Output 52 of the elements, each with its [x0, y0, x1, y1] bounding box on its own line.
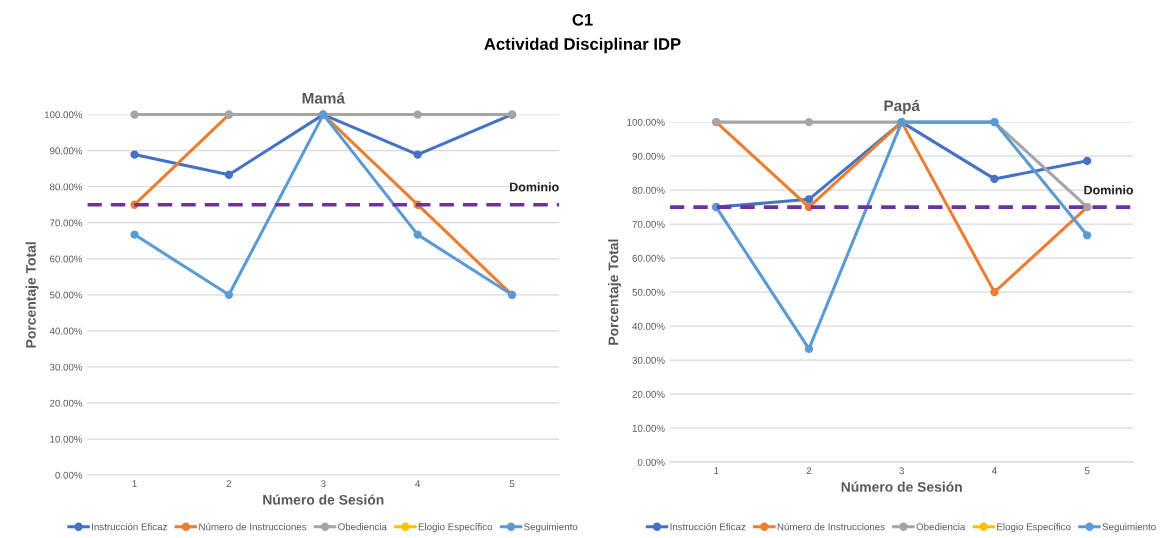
y-tick-label: 50.00%: [49, 291, 83, 299]
y-axis-title: Porcentaje Total: [608, 239, 622, 345]
y-tick-label: 80.00%: [632, 186, 665, 194]
legend-label: Seguimiento: [1102, 523, 1156, 533]
y-tick-label: 70.00%: [632, 220, 665, 228]
y-tick-label: 10.00%: [632, 424, 665, 432]
y-tick-label: 0.00%: [55, 471, 83, 479]
y-tick-label: 60.00%: [50, 255, 83, 263]
legend-label: Seguimiento: [524, 523, 578, 533]
legend-label: Instrucción Eficaz: [92, 522, 167, 531]
y-tick-label: 30.00%: [49, 363, 83, 371]
legend-label: Instrucción Eficaz: [670, 522, 746, 531]
y-tick-label: 20.00%: [50, 399, 83, 407]
x-tick-label: 1: [132, 480, 137, 487]
x-tick-label: 2: [226, 480, 232, 487]
legend-label: Número de Instrucciones: [777, 522, 885, 531]
chart-title: Papá: [884, 99, 921, 115]
y-tick-label: 90.00%: [50, 147, 83, 155]
y-tick-label: 100.00%: [44, 111, 83, 119]
y-tick-label: 20.00%: [632, 390, 665, 398]
text: Actividad Disciplinar IDP: [484, 37, 681, 54]
legend-label: Obediencia: [916, 523, 966, 531]
y-tick-label: 40.00%: [49, 327, 83, 335]
legend-label: Número de Instrucciones: [199, 522, 307, 531]
y-tick-label: 40.00%: [632, 322, 665, 330]
y-tick-label: 60.00%: [632, 254, 665, 262]
legend-label: Elogio Específico: [418, 522, 493, 533]
y-tick-label: 80.00%: [49, 183, 83, 191]
x-tick-label: 5: [1084, 467, 1090, 475]
x-tick-label: 1: [714, 467, 719, 475]
x-axis-title: Número de Sesión: [841, 481, 962, 492]
x-tick-label: 4: [415, 480, 421, 487]
chart-title: Mamá: [302, 92, 345, 104]
legend-label: Obediencia: [338, 523, 387, 531]
x-tick-label: 5: [509, 480, 515, 488]
x-tick-label: 3: [899, 467, 904, 475]
y-axis-title: Porcentaje Total: [25, 242, 39, 348]
y-tick-label: 70.00%: [50, 219, 83, 227]
x-axis-title: Número de Sesión: [263, 494, 384, 505]
y-tick-label: 50.00%: [632, 288, 665, 296]
ref-line-label: Dominio: [510, 182, 559, 192]
x-tick-label: 3: [320, 480, 326, 488]
y-tick-label: 0.00%: [637, 458, 665, 466]
ref-line-label: Dominio: [1084, 185, 1134, 195]
y-tick-label: 30.00%: [632, 356, 665, 364]
text: C1: [572, 13, 593, 26]
y-tick-label: 10.00%: [50, 435, 83, 443]
y-tick-label: 100.00%: [627, 118, 665, 126]
y-tick-label: 90.00%: [632, 152, 665, 160]
x-tick-label: 2: [806, 467, 812, 475]
x-tick-label: 4: [991, 467, 997, 475]
legend-label: Elogio Específico: [997, 522, 1071, 533]
